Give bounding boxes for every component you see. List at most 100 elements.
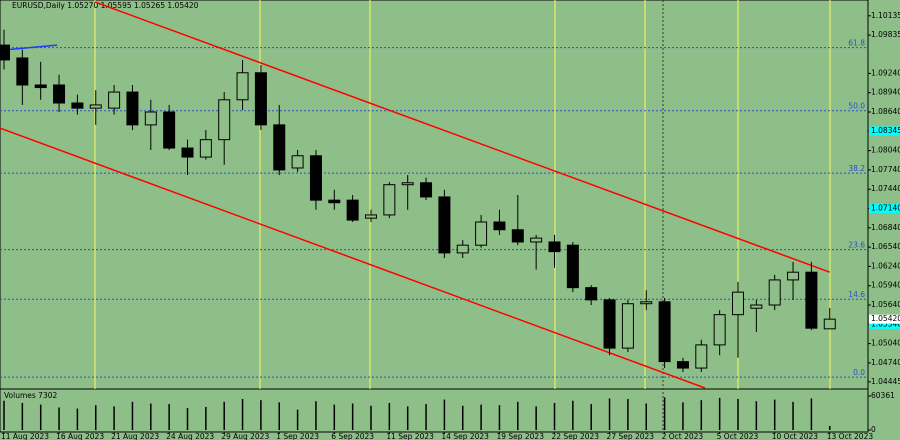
candle-body — [676, 361, 689, 369]
candle-body — [548, 241, 561, 253]
x-tick-label: 5 Oct 2023 — [717, 432, 759, 440]
y-tick-label: 1.08040 — [871, 146, 900, 155]
y-tick-label: 1.05040 — [871, 339, 900, 348]
y-tick-label: 1.04445 — [871, 377, 900, 386]
candle-body — [16, 57, 29, 86]
y-tick-label: 1.09240 — [871, 68, 900, 77]
y-tick-label: 1.08940 — [871, 88, 900, 97]
candle-body — [365, 214, 377, 219]
x-tick-label: 27 Sep 2023 — [607, 432, 655, 440]
candle-body — [530, 237, 543, 243]
x-tick-label: 6 Sep 2023 — [331, 432, 374, 440]
candle-body — [566, 244, 579, 289]
x-tick-label: 2 Oct 2023 — [662, 432, 704, 440]
x-tick-label: 10 Oct 2023 — [772, 432, 819, 440]
y-tick-label: 1.10135 — [871, 11, 900, 20]
volume-tick-label: 60361 — [871, 391, 895, 400]
candle-body — [0, 44, 10, 61]
candle-body — [695, 344, 708, 369]
x-tick-label: 29 Aug 2023 — [221, 432, 269, 440]
last-price-box — [869, 314, 900, 324]
candle-body — [768, 279, 781, 306]
x-tick-label: 11 Sep 2023 — [386, 432, 434, 440]
candle-body — [34, 84, 47, 89]
y-tick-highlight — [869, 319, 900, 329]
candle-body — [823, 318, 836, 330]
y-tick-highlight — [869, 126, 900, 136]
candle-body — [585, 287, 598, 301]
candle-body — [787, 271, 800, 281]
candle-body — [309, 155, 322, 201]
x-tick-label: 21 Aug 2023 — [111, 432, 159, 440]
candle-body — [805, 271, 818, 329]
candle-body — [456, 244, 469, 254]
x-tick-label: 13 Oct 2023 — [827, 432, 874, 440]
y-tick-label: 1.05640 — [871, 300, 900, 309]
candle-body — [401, 182, 414, 186]
candle-body — [236, 72, 249, 101]
candle-body — [750, 304, 763, 309]
candle-body — [713, 314, 726, 346]
y-tick-label: 1.09835 — [871, 30, 900, 39]
candle-body — [475, 221, 488, 246]
x-tick-label: 11 Aug 2023 — [1, 432, 49, 440]
fib-label: 23.6 — [848, 241, 865, 250]
trendline — [7, 44, 58, 51]
candle-body — [346, 199, 359, 221]
candle-body — [732, 291, 744, 316]
candle-body — [603, 299, 616, 349]
candle-body — [291, 155, 304, 169]
y-tick-label: 1.06840 — [871, 223, 900, 232]
candle-body — [254, 72, 267, 126]
y-tick-label: 1.07440 — [871, 184, 900, 193]
fib-label: 0.0 — [853, 368, 865, 377]
volume-title: Volumes 7302 — [4, 391, 58, 400]
fib-label: 14.6 — [848, 290, 865, 299]
y-tick-label: 1.06240 — [871, 261, 900, 270]
candle-body — [199, 139, 212, 158]
fib-label: 38.2 — [848, 164, 865, 173]
candle-body — [328, 199, 341, 204]
y-tick-label: 1.06540 — [871, 242, 900, 251]
y-tick-label: 1.08640 — [871, 107, 900, 116]
candle-body — [163, 111, 176, 149]
candle-body — [621, 303, 634, 349]
y-tick-highlight — [869, 204, 900, 214]
volume-tick-label: 0 — [871, 425, 876, 434]
candle-body — [438, 196, 451, 254]
fib-label: 50.0 — [848, 102, 865, 111]
trendline — [0, 127, 706, 389]
y-tick-label: 1.07740 — [871, 165, 900, 174]
plot-frame — [0, 0, 869, 433]
y-tick-label: 1.08345 — [871, 126, 900, 135]
candle-body — [658, 301, 671, 363]
candle-body — [218, 99, 231, 141]
candle-body — [181, 147, 194, 158]
x-tick-label: 14 Sep 2023 — [441, 432, 489, 440]
candle-body — [89, 104, 102, 109]
x-tick-label: 19 Sep 2023 — [496, 432, 544, 440]
y-tick-label: 1.04740 — [871, 358, 900, 367]
candle-body — [420, 182, 433, 198]
y-tick-label: 1.05940 — [871, 281, 900, 290]
trendline — [94, 1, 831, 273]
x-tick-label: 16 Aug 2023 — [56, 432, 104, 440]
y-tick-label: 1.07140 — [871, 204, 900, 213]
x-tick-label: 22 Sep 2023 — [552, 432, 600, 440]
candle-body — [640, 301, 653, 305]
candle-body — [108, 91, 121, 109]
candle-body — [493, 221, 506, 231]
candle-body — [53, 84, 66, 104]
x-tick-label: 1 Sep 2023 — [276, 432, 319, 440]
y-tick-label: 1.05340 — [871, 319, 900, 328]
x-tick-label: 24 Aug 2023 — [166, 432, 214, 440]
last-price-label: 1.05420 — [871, 314, 900, 323]
candle-body — [511, 229, 524, 243]
fib-label: 61.8 — [848, 39, 865, 48]
candle-body — [144, 111, 157, 126]
candle-body — [126, 91, 139, 126]
candle-body — [273, 124, 286, 171]
candle-body — [71, 102, 84, 109]
